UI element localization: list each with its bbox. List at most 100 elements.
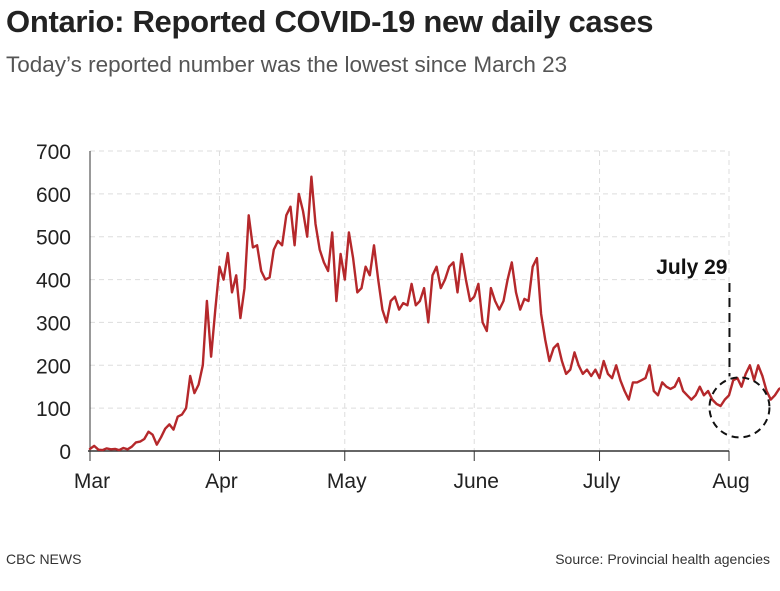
data-point (733, 380, 734, 381)
data-point (461, 253, 462, 254)
data-point (219, 266, 220, 267)
data-point (670, 388, 671, 389)
data-point (683, 390, 684, 391)
data-point (152, 434, 153, 435)
data-point (290, 206, 291, 207)
data-point (449, 266, 450, 267)
data-point (244, 288, 245, 289)
data-point (591, 375, 592, 376)
data-point (474, 296, 475, 297)
data-point (657, 395, 658, 396)
data-point (616, 365, 617, 366)
data-point (532, 266, 533, 267)
data-point (307, 236, 308, 237)
data-point (265, 279, 266, 280)
data-point (457, 292, 458, 293)
data-point (436, 266, 437, 267)
data-point (340, 253, 341, 254)
data-point (344, 279, 345, 280)
data-point (403, 303, 404, 304)
data-point (524, 298, 525, 299)
data-point (202, 365, 203, 366)
credit-label: CBC NEWS (6, 551, 82, 567)
y-tick-label: 400 (36, 270, 71, 293)
data-point (632, 382, 633, 383)
series-line (88, 175, 780, 452)
data-point (486, 330, 487, 331)
data-point (357, 292, 358, 293)
data-point (770, 399, 771, 400)
data-point (503, 300, 504, 301)
data-point (102, 450, 103, 451)
annotation-layer: July 29 (656, 256, 771, 439)
data-point (261, 270, 262, 271)
data-point (724, 399, 725, 400)
x-tick-label: July (583, 470, 621, 493)
data-point (160, 437, 161, 438)
data-point (298, 193, 299, 194)
data-point (302, 210, 303, 211)
data-point (678, 378, 679, 379)
data-point (520, 309, 521, 310)
y-tick-label: 100 (36, 398, 71, 421)
data-point (699, 386, 700, 387)
data-point (378, 279, 379, 280)
data-point (269, 277, 270, 278)
data-point (348, 232, 349, 233)
data-point (411, 283, 412, 284)
data-point (252, 247, 253, 248)
data-point (428, 322, 429, 323)
data-point (653, 390, 654, 391)
data-point (390, 300, 391, 301)
data-point (415, 305, 416, 306)
data-point (716, 403, 717, 404)
chart-subtitle: Today’s reported number was the lowest s… (6, 52, 568, 77)
x-tick-label: Apr (205, 470, 238, 493)
data-point (286, 215, 287, 216)
data-point (198, 384, 199, 385)
data-point (762, 375, 763, 376)
data-point (482, 322, 483, 323)
data-point (399, 309, 400, 310)
data-point (536, 258, 537, 259)
data-point (541, 313, 542, 314)
data-point (695, 395, 696, 396)
data-point (169, 424, 170, 425)
data-point (603, 360, 604, 361)
data-point (432, 275, 433, 276)
y-tick-label: 0 (59, 441, 71, 464)
data-point (215, 309, 216, 310)
data-point (119, 450, 120, 451)
data-point (774, 395, 775, 396)
data-point (507, 279, 508, 280)
data-point (135, 442, 136, 443)
data-point (424, 288, 425, 289)
annotation-label: July 29 (656, 256, 727, 279)
data-point (382, 309, 383, 310)
data-point (637, 382, 638, 383)
data-point (766, 390, 767, 391)
data-point (553, 348, 554, 349)
data-point (499, 309, 500, 310)
data-point (599, 378, 600, 379)
data-point (586, 369, 587, 370)
data-point (708, 390, 709, 391)
data-point (561, 360, 562, 361)
grid-layer (90, 150, 730, 451)
data-point (127, 449, 128, 450)
data-point (236, 275, 237, 276)
data-point (570, 369, 571, 370)
data-point (123, 447, 124, 448)
data-point (557, 343, 558, 344)
data-point (407, 305, 408, 306)
data-point (728, 395, 729, 396)
data-point (156, 444, 157, 445)
data-point (745, 373, 746, 374)
data-point (353, 258, 354, 259)
data-point (206, 300, 207, 301)
data-point (131, 446, 132, 447)
data-point (140, 441, 141, 442)
x-tick-label: Aug (712, 470, 749, 493)
data-point (294, 245, 295, 246)
